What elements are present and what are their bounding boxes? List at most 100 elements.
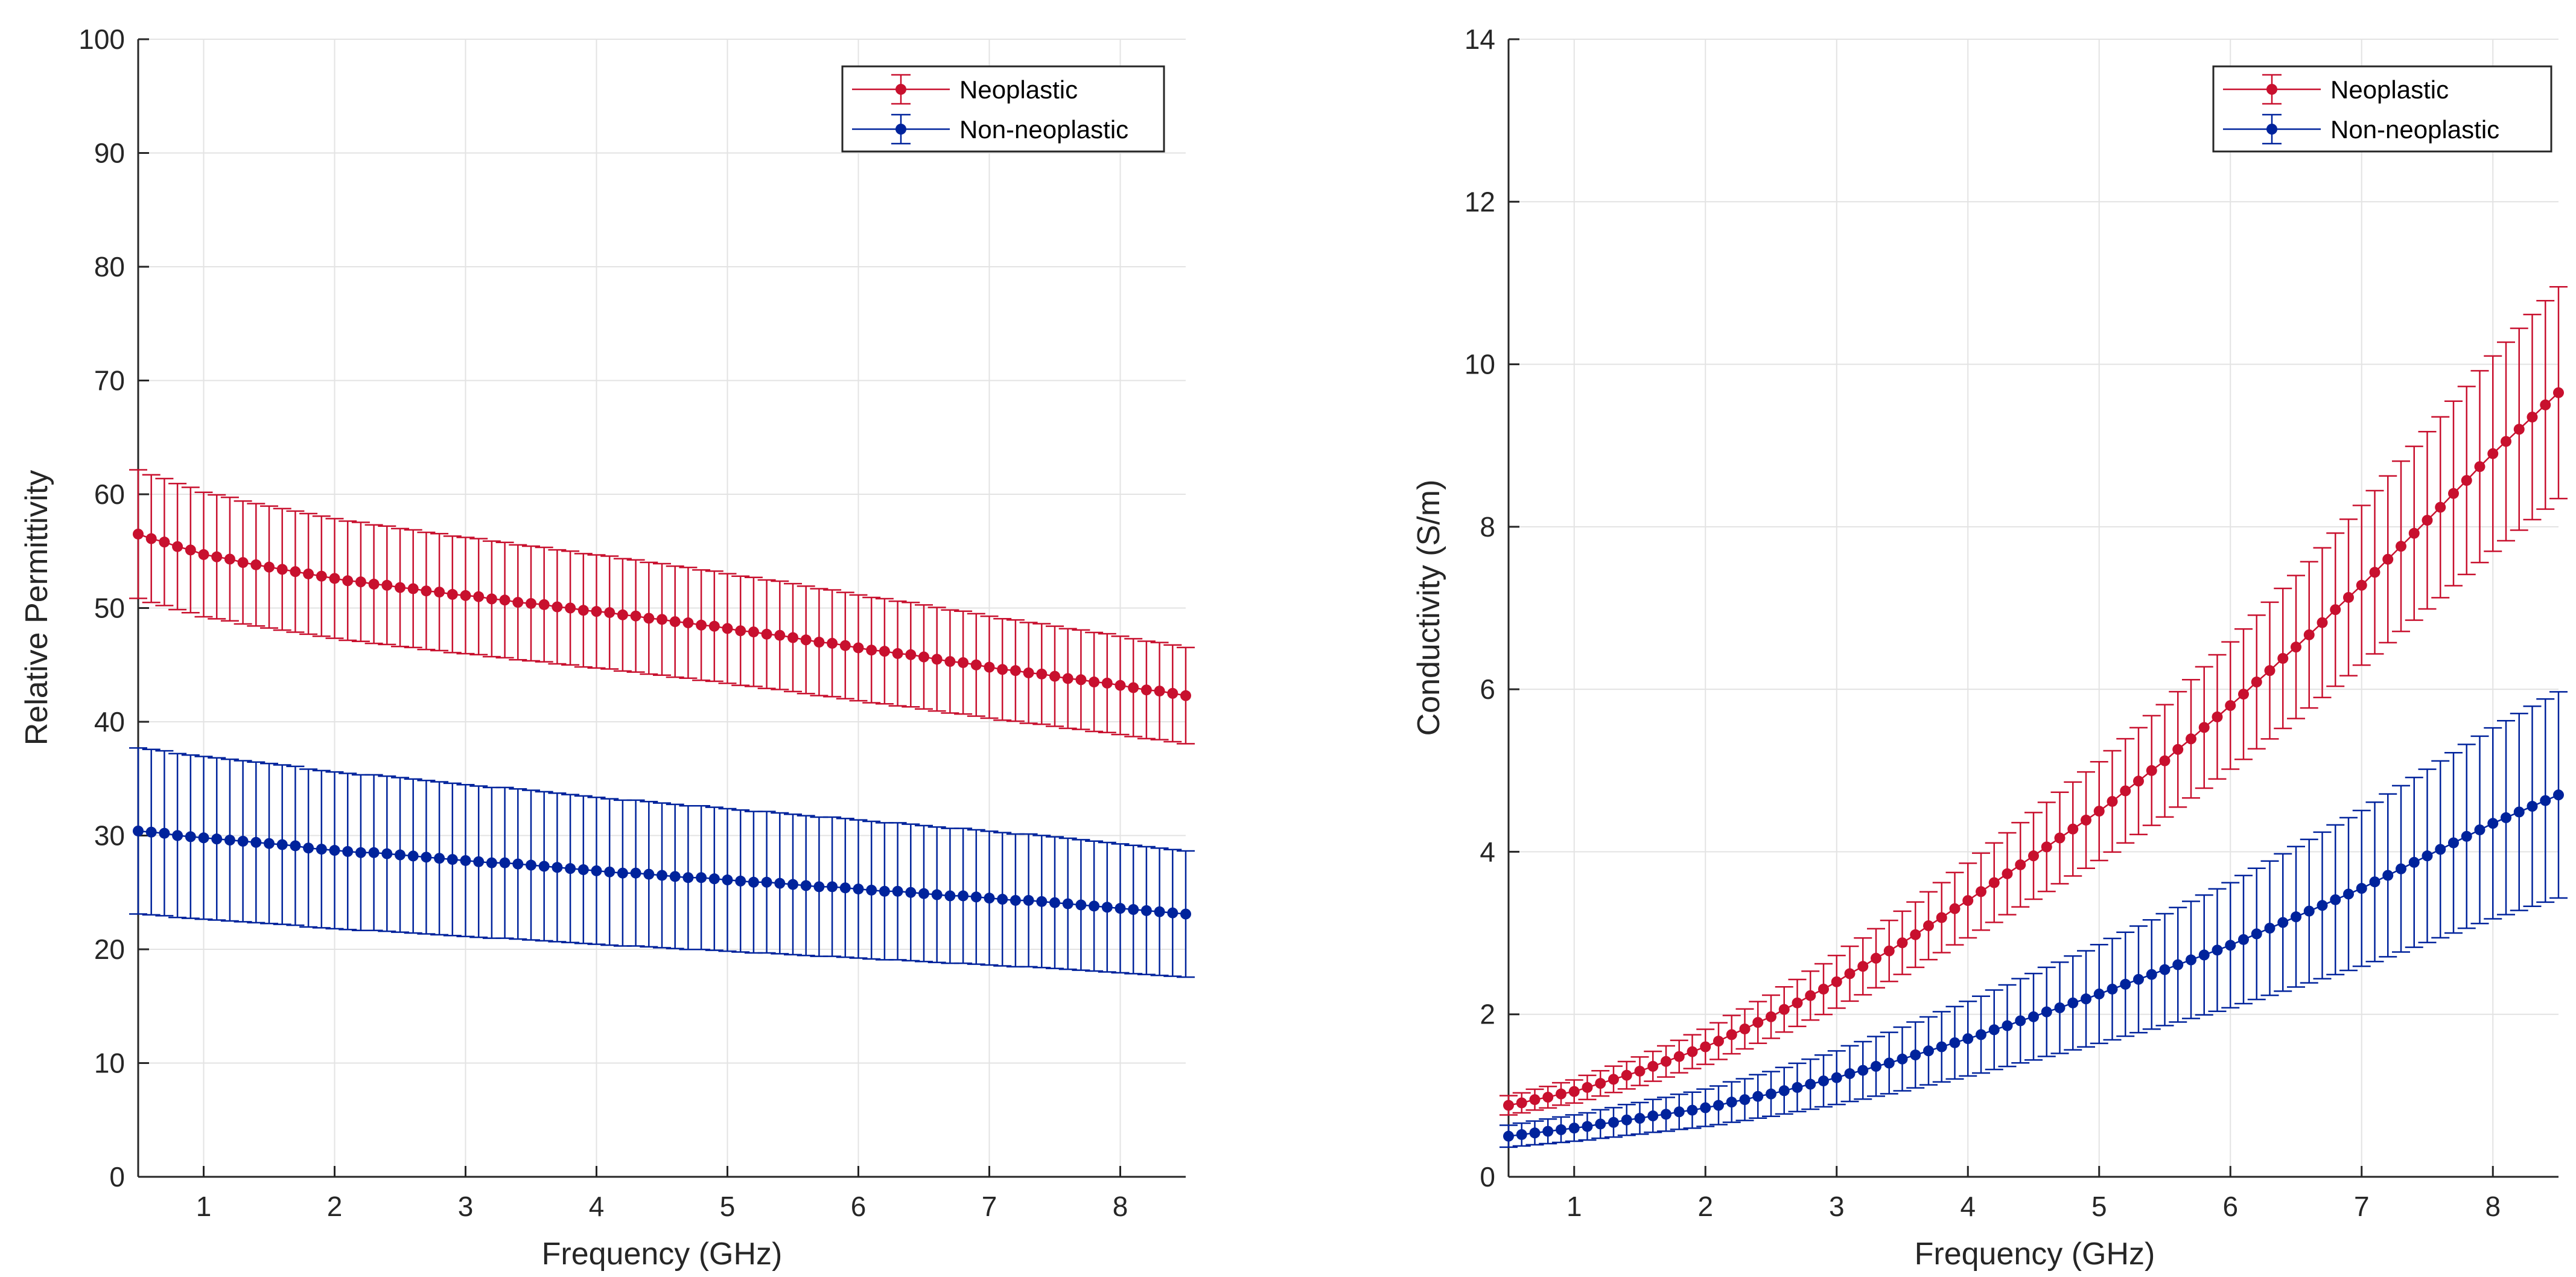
data-point xyxy=(1516,1129,1527,1140)
legend-label: Non-neoplastic xyxy=(2330,115,2499,144)
data-point xyxy=(316,570,327,582)
data-point xyxy=(657,614,667,625)
data-point xyxy=(486,857,497,868)
data-point xyxy=(473,591,485,602)
data-point xyxy=(735,875,746,887)
data-point xyxy=(984,661,995,673)
data-point xyxy=(866,645,877,656)
data-point xyxy=(2015,1015,2026,1027)
data-point xyxy=(421,852,432,863)
data-point xyxy=(434,853,445,864)
data-point xyxy=(1687,1046,1698,1057)
data-point xyxy=(1542,1092,1554,1103)
data-point xyxy=(185,831,196,842)
data-point xyxy=(617,609,628,620)
data-point xyxy=(264,561,275,573)
data-point xyxy=(748,876,759,888)
data-point xyxy=(2041,1006,2052,1017)
data-point xyxy=(1936,1041,1947,1052)
y-tick-label: 10 xyxy=(94,1048,125,1079)
data-point xyxy=(2408,856,2420,868)
data-point xyxy=(2277,917,2289,928)
data-point xyxy=(1140,905,1152,916)
data-point xyxy=(198,832,209,844)
data-point xyxy=(2291,911,2301,923)
y-tick-label: 40 xyxy=(94,706,125,737)
data-point xyxy=(905,887,917,898)
series-neoplastic xyxy=(1499,286,2568,1116)
data-point xyxy=(1923,920,1934,931)
data-point xyxy=(630,610,641,622)
data-point xyxy=(2343,888,2354,900)
data-point xyxy=(2002,868,2013,879)
data-point xyxy=(2553,789,2564,801)
data-point xyxy=(1871,1060,1881,1072)
data-point xyxy=(1883,945,1895,957)
data-point xyxy=(591,606,602,617)
data-point xyxy=(2120,978,2131,990)
data-point xyxy=(813,881,825,893)
data-point xyxy=(1608,1116,1619,1128)
data-point xyxy=(1529,1127,1541,1139)
y-axis-label: Relative Permittivity xyxy=(19,470,54,746)
data-point xyxy=(2291,642,2301,653)
data-point xyxy=(774,877,786,889)
data-point xyxy=(2198,949,2210,961)
data-point xyxy=(1962,1033,1974,1045)
data-point xyxy=(2159,755,2171,766)
legend-marker xyxy=(895,84,906,95)
data-point xyxy=(565,863,576,874)
data-point xyxy=(1582,1081,1593,1093)
data-point xyxy=(931,889,943,900)
data-point xyxy=(879,646,890,657)
data-point xyxy=(1661,1056,1671,1067)
data-point xyxy=(395,582,405,593)
data-point xyxy=(526,597,536,609)
data-point xyxy=(1503,1130,1514,1142)
data-point xyxy=(185,544,196,556)
data-point xyxy=(604,866,615,877)
data-point xyxy=(2093,806,2105,817)
data-point xyxy=(1115,903,1126,914)
data-point xyxy=(2067,997,2079,1008)
data-point xyxy=(2093,989,2105,1000)
data-point xyxy=(1542,1126,1554,1137)
data-point xyxy=(1976,1029,1986,1040)
data-point xyxy=(970,891,982,903)
data-point xyxy=(2081,993,2091,1005)
data-point xyxy=(1766,1011,1776,1022)
y-tick-label: 70 xyxy=(94,365,125,396)
data-point xyxy=(224,835,235,846)
data-point xyxy=(1023,667,1034,678)
data-point xyxy=(211,833,223,845)
legend-box xyxy=(2212,65,2552,153)
data-point xyxy=(2382,870,2394,881)
data-point xyxy=(1713,1100,1724,1111)
data-point xyxy=(879,885,890,897)
data-point xyxy=(1923,1045,1934,1057)
data-point xyxy=(303,842,314,854)
y-tick-label: 0 xyxy=(109,1161,125,1193)
data-point xyxy=(643,613,655,624)
data-point xyxy=(2501,436,2511,447)
data-point xyxy=(1647,1110,1659,1122)
data-point xyxy=(2067,823,2079,835)
data-point xyxy=(2264,665,2275,677)
data-point xyxy=(774,629,786,641)
data-point xyxy=(2041,841,2052,853)
x-tick-label: 8 xyxy=(1113,1191,1128,1222)
data-point xyxy=(2461,830,2472,842)
data-point xyxy=(1062,673,1073,684)
data-point xyxy=(1010,665,1021,677)
data-point xyxy=(460,855,471,866)
data-point xyxy=(1844,1068,1856,1080)
data-point xyxy=(2396,541,2406,552)
x-tick-label: 5 xyxy=(720,1191,736,1222)
data-point xyxy=(1752,1091,1764,1102)
data-point xyxy=(2133,775,2144,787)
data-point xyxy=(2225,700,2236,712)
data-point xyxy=(2186,954,2196,966)
data-point xyxy=(224,553,235,565)
data-point xyxy=(2107,795,2118,807)
x-tick-label: 7 xyxy=(2354,1191,2370,1222)
